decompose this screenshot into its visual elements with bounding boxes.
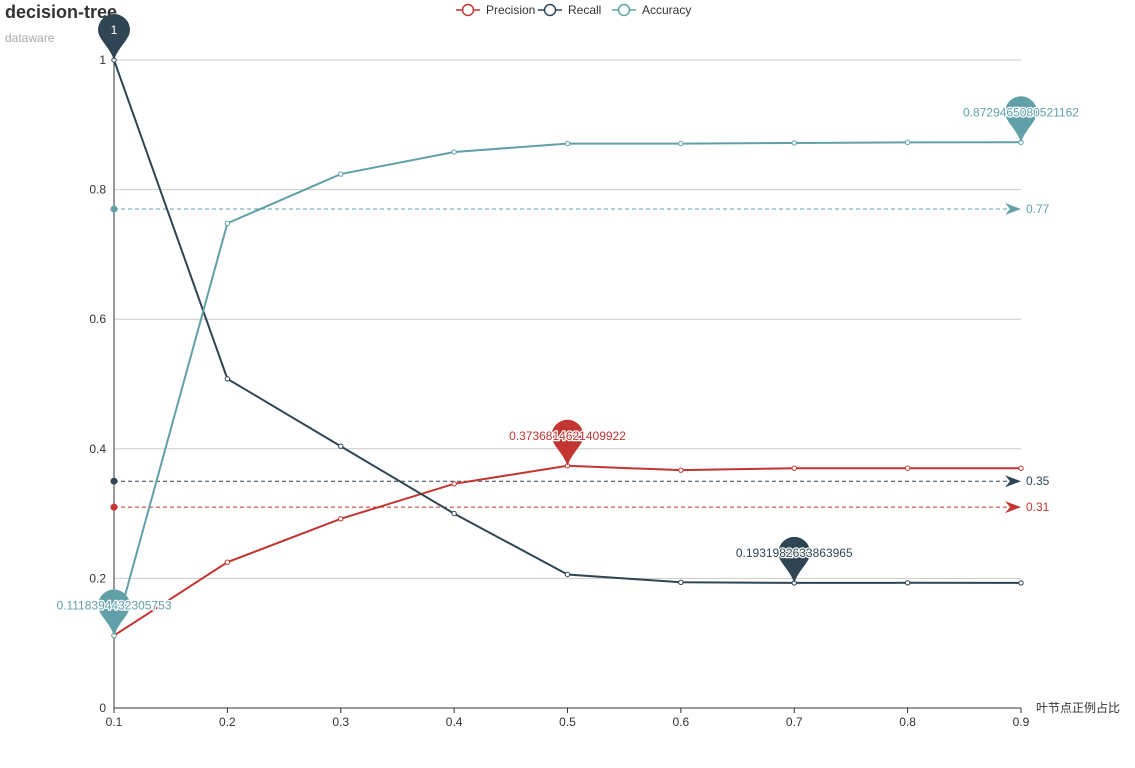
legend-item[interactable]: Recall	[538, 3, 601, 17]
chart-title: decision-tree	[5, 2, 118, 22]
data-point	[338, 171, 344, 177]
grid-lines	[114, 59, 1021, 579]
data-point	[451, 149, 457, 155]
legend-label: Accuracy	[642, 3, 691, 17]
x-tick-label: 0.4	[446, 715, 463, 729]
legend-item[interactable]: Precision	[456, 3, 535, 17]
x-tick-label: 0.6	[673, 715, 690, 729]
x-tick-label: 0.1	[106, 715, 123, 729]
average-lines: 0.31 0.35 0.77	[110, 202, 1050, 514]
legend-label: Recall	[568, 3, 601, 17]
marker-pin	[98, 14, 130, 60]
y-tick-label: 0.8	[89, 183, 106, 197]
marker-label: 0.3736814621409922	[509, 429, 626, 443]
y-tick-label: 0.2	[89, 571, 106, 585]
marker-pin	[551, 419, 584, 466]
data-point	[338, 443, 344, 449]
data-point	[678, 467, 684, 473]
x-axis-name: 叶节点正例占比	[1036, 700, 1120, 715]
data-point	[904, 580, 911, 586]
series-line	[113, 59, 1022, 584]
series-line	[113, 141, 1022, 636]
legend-symbol	[543, 3, 557, 17]
average-label: 0.77	[1026, 202, 1050, 216]
series-line	[113, 464, 1021, 637]
legend-symbol	[461, 3, 475, 17]
data-point	[1018, 580, 1024, 586]
average-label: 0.35	[1026, 474, 1050, 488]
data-point	[451, 510, 457, 517]
data-point	[1018, 465, 1024, 471]
marker-pin	[1005, 96, 1037, 143]
marker-pins: 0.3736814621409922 1 0.1931982633863965 0.8…	[55, 14, 1081, 636]
data-point	[678, 140, 684, 147]
axes: 0 0.2 0.4 0.6 0.8 1 0.1 0.2 0.3 0.4 0.5 0.6 0.7 0.8 0.…	[89, 53, 1120, 729]
average-line-start	[110, 503, 118, 511]
data-point	[904, 465, 911, 471]
x-tick-label: 0.7	[786, 715, 803, 729]
legend[interactable]: Precision Recall Accuracy	[456, 3, 691, 17]
average-line-start	[110, 205, 118, 213]
average-line-arrow	[1005, 475, 1021, 488]
average-line-arrow	[1005, 501, 1021, 514]
y-tick-label: 0.4	[89, 442, 106, 456]
marker-label: 1	[111, 23, 118, 37]
average-line-arrow	[1005, 203, 1021, 216]
marker-label: 0.1931982633863965	[736, 546, 853, 560]
y-tick-label: 1	[99, 53, 106, 67]
marker-pin	[778, 536, 811, 583]
data-point	[338, 516, 344, 522]
average-line-start	[110, 477, 118, 485]
x-tick-label: 0.8	[899, 715, 916, 729]
chart-subtitle: dataware	[5, 31, 55, 45]
y-tick-label: 0	[99, 701, 106, 715]
legend-label: Precision	[486, 3, 535, 17]
data-point	[791, 140, 797, 146]
legend-symbol	[617, 3, 631, 17]
x-tick-label: 0.3	[332, 715, 349, 729]
data-point	[791, 465, 797, 471]
data-point	[904, 139, 911, 146]
marker-pin	[98, 589, 130, 636]
data-point	[564, 140, 571, 147]
marker-label: 0.8729465080521162	[963, 105, 1079, 119]
legend-item[interactable]: Accuracy	[612, 3, 691, 17]
data-point	[451, 481, 457, 487]
data-point	[224, 376, 231, 382]
series-lines	[111, 57, 1024, 639]
y-tick-label: 0.6	[89, 312, 106, 326]
data-point	[564, 571, 571, 578]
x-tick-label: 0.2	[219, 715, 236, 729]
data-point	[224, 559, 231, 565]
x-tick-label: 0.9	[1013, 715, 1030, 729]
marker-label: 0.1118394432305753	[56, 599, 171, 613]
x-tick-label: 0.5	[559, 715, 576, 729]
average-label: 0.31	[1026, 500, 1050, 514]
data-point	[224, 220, 231, 226]
data-point	[678, 579, 684, 585]
